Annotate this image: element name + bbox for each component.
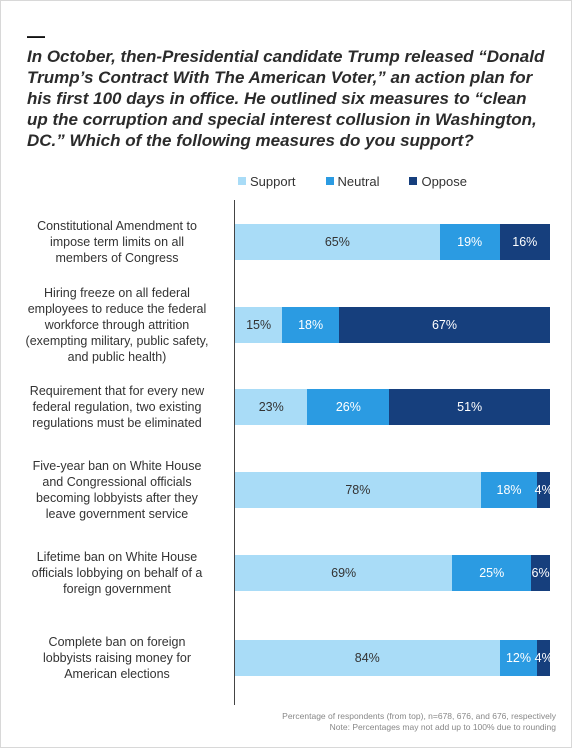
stacked-bar: 84% 12% 4%	[235, 640, 553, 676]
data-label: 65%	[324, 235, 350, 249]
stacked-bar: 69% 25% 6%	[235, 555, 550, 591]
bar-segment-oppose: 4%	[534, 472, 553, 508]
bar-segment-support: 65%	[235, 224, 440, 260]
legend-swatch-support	[238, 177, 246, 185]
bar-segment-oppose: 51%	[389, 389, 550, 425]
data-label: 6%	[531, 566, 550, 580]
legend-label-oppose: Oppose	[421, 173, 468, 189]
bar-segment-neutral: 26%	[307, 389, 390, 425]
bar-segment-support: 23%	[235, 389, 308, 425]
data-label: 23%	[258, 400, 284, 414]
bar-segment-neutral: 19%	[439, 224, 500, 260]
data-label: 26%	[335, 400, 361, 414]
bar-segment-neutral: 18%	[480, 472, 538, 508]
data-label: 4%	[534, 483, 553, 497]
bar-segment-support: 84%	[235, 640, 500, 676]
category-label: Five-year ban on White House and Congress…	[32, 459, 202, 521]
data-label: 84%	[354, 651, 380, 665]
category-label: Requirement that for every new federal re…	[29, 384, 205, 430]
title-dash: —	[27, 26, 45, 46]
legend-item-support: Support	[238, 174, 296, 189]
category-axis-line	[234, 200, 235, 705]
data-label: 78%	[345, 483, 371, 497]
legend-label-support: Support	[250, 173, 296, 189]
bar-segment-neutral: 25%	[452, 555, 532, 591]
data-label: 18%	[298, 318, 324, 332]
data-label: 19%	[457, 235, 483, 249]
bar-segment-oppose: 16%	[499, 224, 550, 260]
data-label: 67%	[431, 318, 457, 332]
footnote-rounding-note: Note: Percentages may not add up to 100%…	[329, 722, 556, 732]
stacked-bar: 23% 26% 51%	[235, 389, 550, 425]
legend-item-oppose: Oppose	[409, 174, 467, 189]
legend-item-neutral: Neutral	[325, 173, 380, 189]
stacked-bar: 78% 18% 4%	[235, 472, 553, 508]
data-label: 25%	[479, 566, 505, 580]
bar-segment-oppose: 6%	[531, 555, 550, 591]
bar-segment-neutral: 18%	[282, 307, 339, 343]
data-label: 51%	[457, 400, 483, 414]
chart-title: In October, then-Presidential candidate …	[27, 47, 545, 150]
data-label: 15%	[246, 318, 272, 332]
bar-segment-support: 15%	[235, 307, 283, 343]
data-label: 69%	[331, 566, 357, 580]
data-label: 16%	[512, 235, 538, 249]
category-label: Constitutional Amendment to impose term l…	[37, 219, 197, 265]
data-label: 4%	[534, 651, 553, 665]
data-label: 12%	[505, 651, 531, 665]
stacked-bar: 15% 18% 67%	[235, 307, 550, 343]
category-label: Complete ban on foreign lobbyists raising…	[43, 635, 191, 681]
legend-swatch-oppose	[409, 177, 418, 185]
stacked-bar: 65% 19% 16%	[235, 224, 550, 260]
bar-segment-oppose: 4%	[534, 640, 553, 676]
legend-label-neutral: Neutral	[337, 173, 380, 189]
legend-swatch-neutral	[325, 177, 334, 185]
footnote-sample-size: Percentage of respondents (from top), n=…	[282, 711, 556, 721]
data-label: 18%	[496, 483, 522, 497]
category-label: Hiring freeze on all federal employees to…	[25, 286, 209, 364]
bar-segment-oppose: 67%	[338, 307, 550, 343]
bar-segment-neutral: 12%	[499, 640, 538, 676]
legend: Support Neutral Oppose	[238, 172, 497, 190]
bar-segment-support: 69%	[235, 555, 453, 591]
bar-segment-support: 78%	[235, 472, 481, 508]
category-label: Lifetime ban on White House officials lob…	[31, 550, 203, 596]
footnote: Percentage of respondents (from top), n=…	[282, 711, 556, 733]
